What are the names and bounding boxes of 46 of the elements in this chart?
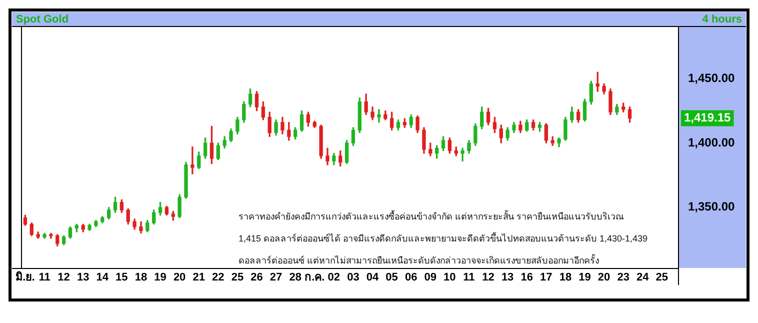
x-tick-label: 06 xyxy=(404,272,418,284)
x-tick-label: 16 xyxy=(520,272,533,284)
x-tick-label: 09 xyxy=(424,272,437,284)
x-tick-label: 24 xyxy=(636,272,650,284)
x-tick-label: 14 xyxy=(96,272,110,284)
x-tick-label: 12 xyxy=(482,272,494,284)
y-tick-label: 1,350.00 xyxy=(688,200,736,214)
x-tick-label: 25 xyxy=(656,272,668,284)
annotation: ดอลลาร์ต่อออนซ์ แต่หากไม่สามารถยืนเหนือระดับดังกล่าวอาจจะเกิดแรงขายสลับออกมาอีกครั้ง xyxy=(238,253,599,266)
x-tick-label: 19 xyxy=(154,272,166,284)
candlestick xyxy=(377,109,381,123)
x-tick-label: 21 xyxy=(192,272,205,284)
x-tick-label: มิ.ย. xyxy=(16,270,35,284)
x-tick-label: 23 xyxy=(617,272,630,284)
x-tick-label: 04 xyxy=(366,272,380,284)
chart-title: Spot Gold xyxy=(16,14,69,26)
x-tick-label: 15 xyxy=(116,272,128,284)
x-tick-label: 10 xyxy=(444,272,456,284)
x-tick-label: 26 xyxy=(250,272,263,284)
x-tick-label: 02 xyxy=(328,272,340,284)
x-tick-label: 13 xyxy=(501,272,514,284)
x-tick-label: 18 xyxy=(134,272,148,284)
candlestick xyxy=(190,146,194,174)
x-tick-label: 22 xyxy=(212,272,224,284)
x-tick-label: 17 xyxy=(540,272,552,284)
x-tick-label: 19 xyxy=(578,272,591,284)
x-tick-label: 20 xyxy=(173,272,186,284)
text: 4 hours xyxy=(702,14,742,26)
x-tick-label: 05 xyxy=(386,272,398,284)
x-tick-label: 11 xyxy=(38,272,50,284)
x-tick-label: 13 xyxy=(76,272,90,284)
x-tick-label: 27 xyxy=(270,272,282,284)
x-tick-label: 12 xyxy=(58,272,70,284)
x-tick-label: ก.ค. xyxy=(304,272,325,284)
x-tick-label: 03 xyxy=(347,272,360,284)
y-tick-label: 1,450.00 xyxy=(688,70,736,85)
x-tick-label: 20 xyxy=(598,272,610,284)
y-tick-label: 1,400.00 xyxy=(688,135,736,150)
x-tick-label: 11 xyxy=(463,272,475,284)
text: 1,419.15 xyxy=(684,110,732,125)
annotation: 1,415 ดอลลาร์ต่อออนซ์ได้ อาจมีแรงดีดกลับและพยายามจะดีดตัวขึ้นไปทดสอบแนวต้านระดับ 1,430-1,439 xyxy=(238,231,648,244)
x-tick-label: 25 xyxy=(231,272,244,284)
annotation: ราคาทองคำยังคงมีการแกว่งตัวและแรงซื้อค่อนข้างจำกัด แต่หากระยะสั้น ราคายืนเหนือแนวรับบริเวณ xyxy=(238,209,624,222)
x-tick-label: 18 xyxy=(559,272,572,284)
candlestick xyxy=(460,148,464,162)
x-tick-label: 28 xyxy=(289,272,302,284)
